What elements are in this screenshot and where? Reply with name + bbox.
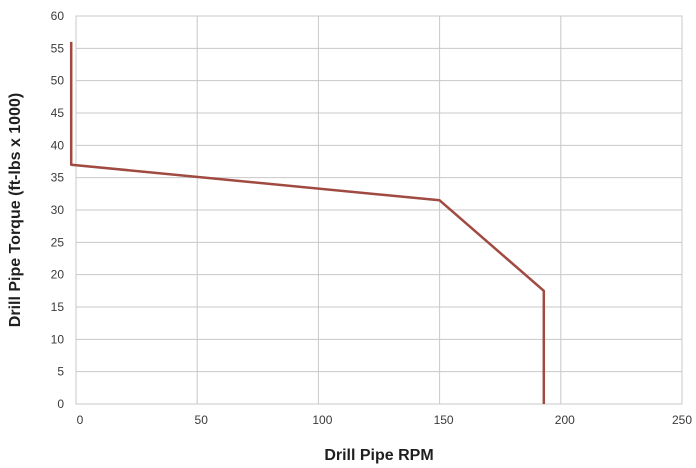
x-tick-label: 250 [672,413,692,427]
y-tick-label: 45 [51,106,65,120]
y-tick-label: 20 [51,268,65,282]
y-tick-label: 25 [51,235,65,249]
x-tick-labels: 0 50 100 150 200 250 [77,413,693,427]
y-tick-labels: 0 5 10 15 20 25 30 35 40 45 50 55 60 [51,9,65,411]
x-axis-title: Drill Pipe RPM [324,447,433,464]
y-tick-label: 10 [51,332,65,346]
y-tick-label: 50 [51,74,65,88]
y-tick-label: 60 [51,9,65,23]
y-axis-title: Drill Pipe Torque (ft-lbs x 1000) [7,93,24,327]
grid-layer [75,15,683,405]
y-tick-label: 35 [51,171,65,185]
series-layer [69,41,546,405]
plot-frame [75,15,683,405]
series-line [69,41,546,404]
y-tick-label: 0 [57,397,64,411]
x-tick-label: 200 [555,413,575,427]
x-tick-label: 50 [195,413,209,427]
y-tick-label: 15 [51,300,65,314]
y-tick-label: 55 [51,41,65,55]
y-tick-label: 5 [57,365,64,379]
y-tick-label: 30 [51,203,65,217]
x-tick-label: 150 [434,413,454,427]
y-tick-label: 40 [51,138,65,152]
x-tick-label: 0 [77,413,84,427]
x-tick-label: 100 [312,413,332,427]
